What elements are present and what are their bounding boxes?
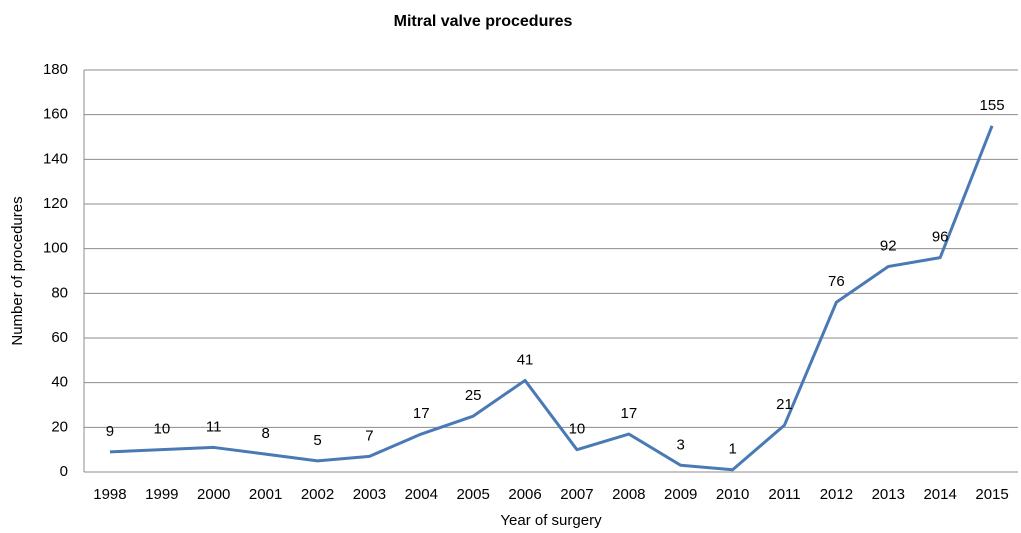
data-label: 76 <box>828 273 845 290</box>
data-label: 41 <box>517 351 534 368</box>
y-tick-label: 60 <box>51 329 68 346</box>
x-tick-label: 2009 <box>664 486 697 503</box>
data-label: 9 <box>106 423 114 440</box>
x-axis-title: Year of surgery <box>500 512 602 529</box>
x-tick-label: 2014 <box>923 486 956 503</box>
x-tick-label: 2004 <box>405 486 438 503</box>
x-tick-label: 2003 <box>353 486 386 503</box>
data-label: 10 <box>153 421 170 438</box>
x-tick-label: 2006 <box>508 486 541 503</box>
x-tick-label: 2011 <box>768 486 800 503</box>
data-label: 8 <box>261 425 269 442</box>
y-tick-label: 80 <box>51 284 68 301</box>
data-label: 21 <box>776 396 793 413</box>
y-tick-label: 120 <box>43 195 68 212</box>
data-label: 3 <box>677 436 685 453</box>
data-label: 92 <box>880 238 897 255</box>
x-tick-label: 1998 <box>93 486 126 503</box>
y-tick-label: 160 <box>43 106 68 123</box>
y-tick-label: 40 <box>51 374 68 391</box>
data-label: 17 <box>413 405 430 422</box>
x-tick-label: 2012 <box>820 486 853 503</box>
y-axis-title: Number of procedures <box>9 196 26 345</box>
y-tick-label: 100 <box>43 240 68 257</box>
y-tick-label: 180 <box>43 61 68 78</box>
data-label: 10 <box>569 421 586 438</box>
data-label: 5 <box>313 432 321 449</box>
x-tick-label: 2013 <box>872 486 905 503</box>
data-label: 1 <box>728 441 736 458</box>
y-tick-label: 140 <box>43 150 68 167</box>
x-tick-label: 2001 <box>249 486 282 503</box>
x-tick-label: 2007 <box>560 486 593 503</box>
data-label: 7 <box>365 427 373 444</box>
data-label: 155 <box>980 97 1005 114</box>
data-label: 11 <box>206 418 222 435</box>
x-tick-label: 2015 <box>975 486 1008 503</box>
y-tick-label: 20 <box>51 418 68 435</box>
data-label: 96 <box>932 229 949 246</box>
data-label: 17 <box>620 405 637 422</box>
y-tick-label: 0 <box>60 463 68 480</box>
line <box>109 125 994 472</box>
x-tick-label: 2002 <box>301 486 334 503</box>
x-tick-label: 2008 <box>612 486 645 503</box>
x-tick-label: 2005 <box>456 486 489 503</box>
chart-title: Mitral valve procedures <box>394 13 573 30</box>
data-label: 25 <box>465 387 482 404</box>
x-tick-label: 2000 <box>197 486 230 503</box>
x-tick-label: 2010 <box>716 486 749 503</box>
x-tick-label: 1999 <box>145 486 178 503</box>
